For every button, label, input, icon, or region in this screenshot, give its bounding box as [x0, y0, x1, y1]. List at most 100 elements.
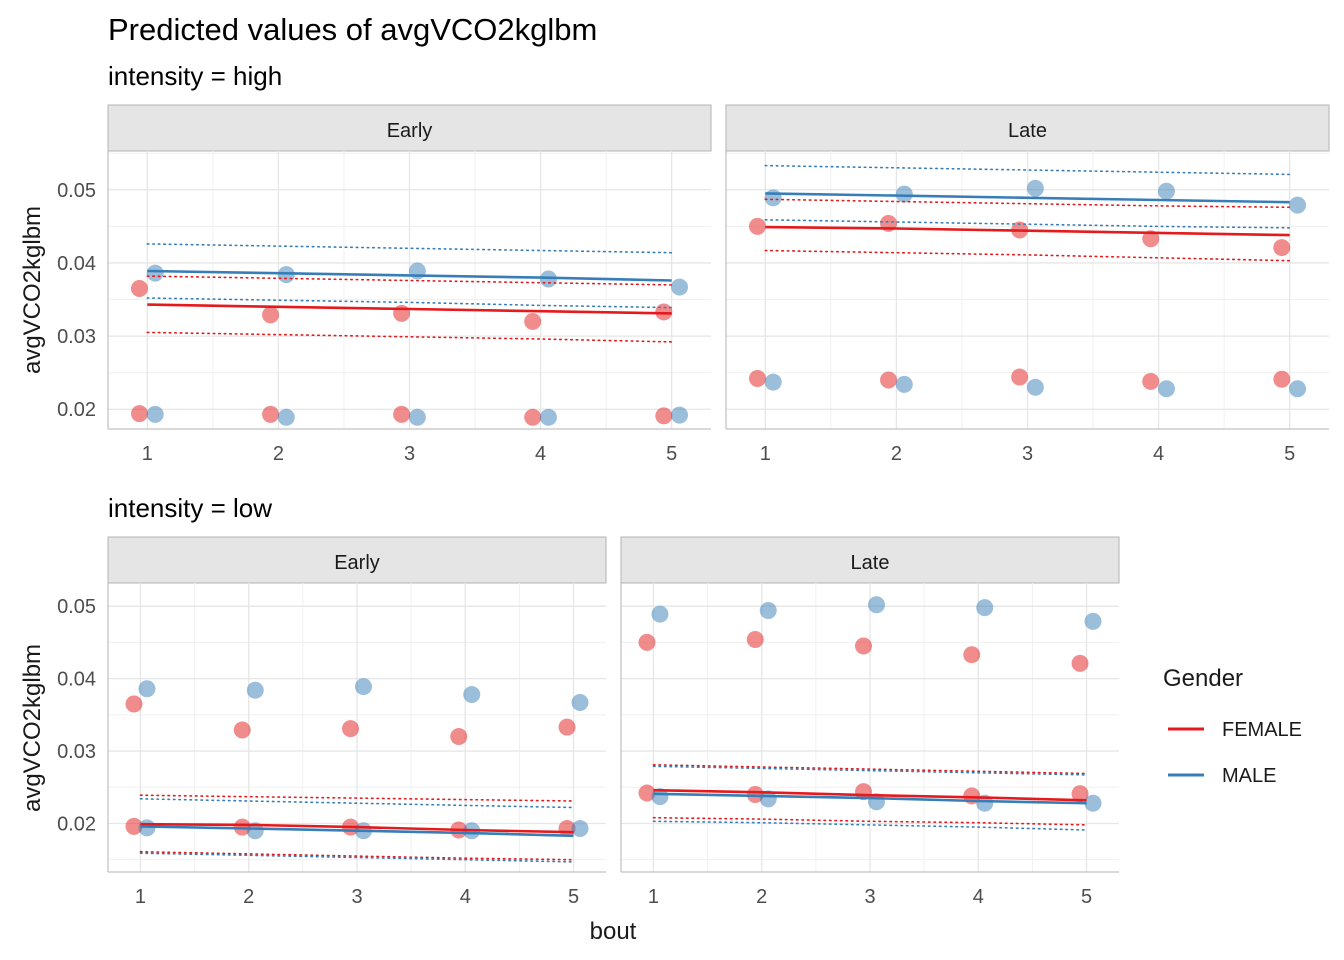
y-tick-label: 0.02: [57, 399, 96, 421]
y-tick-label: 0.02: [57, 813, 96, 835]
data-point-female: [1273, 370, 1291, 388]
x-tick-label: 4: [535, 443, 546, 465]
y-tick-label: 0.05: [57, 180, 96, 202]
row-label-low: intensity = low: [108, 493, 272, 523]
facet-strip: [107, 536, 607, 584]
fit-line-male: [147, 269, 672, 282]
row-label-high: intensity = high: [108, 61, 282, 91]
ci-lower-male: [764, 219, 1291, 229]
data-point-female: [393, 304, 411, 322]
facet-strip-label: Late: [851, 552, 890, 574]
x-tick-label: 5: [666, 443, 677, 465]
x-tick-label: 3: [351, 886, 362, 908]
chart-title: Predicted values of avgVCO2kglbm: [108, 12, 597, 47]
ci-upper-male: [139, 797, 575, 809]
data-point-female: [130, 405, 148, 423]
data-point-male: [671, 278, 689, 296]
data-point-male: [246, 681, 264, 699]
y-tick-label: 0.04: [57, 253, 96, 275]
data-point-female: [880, 371, 898, 389]
data-point-female: [558, 718, 576, 736]
x-tick-label: 4: [1153, 443, 1164, 465]
facet-strip-label: Early: [387, 120, 433, 142]
data-point-male: [1289, 196, 1307, 214]
ci-lower-female: [139, 850, 575, 861]
data-point-female: [130, 280, 148, 298]
x-tick-label: 2: [273, 443, 284, 465]
data-point-male: [571, 820, 589, 838]
facet-strip: [107, 104, 712, 152]
data-point-female: [262, 405, 280, 423]
x-tick-label: 1: [648, 886, 659, 908]
ci-upper-male: [652, 765, 1088, 776]
ci-upper-male: [146, 243, 673, 254]
data-point-male: [146, 405, 164, 423]
y-axis-title-low: avgVCO2kglbm: [19, 644, 46, 812]
y-tick-label: 0.04: [57, 669, 96, 691]
data-point-male: [146, 264, 164, 282]
data-point-male: [651, 788, 669, 806]
x-tick-label: 3: [864, 886, 875, 908]
data-point-female: [393, 405, 411, 423]
facet-strip-label: Early: [334, 552, 380, 574]
fit-line-female: [147, 303, 672, 315]
data-point-female: [524, 408, 542, 426]
data-point-male: [1084, 794, 1102, 812]
facet-strip-label: Late: [1008, 120, 1047, 142]
data-point-male: [539, 408, 557, 426]
data-point-male: [354, 678, 372, 696]
data-point-female: [342, 720, 360, 738]
y-axis-title-high: avgVCO2kglbm: [19, 206, 46, 374]
panel-high-early: Early 1 2 3 4 5 0.02 0.03 0.04 0.05: [57, 104, 712, 465]
fit-line-female: [140, 822, 574, 834]
data-point-male: [759, 602, 777, 620]
data-point-female: [855, 637, 873, 655]
data-point-female: [746, 630, 764, 648]
x-tick-label: 2: [243, 886, 254, 908]
data-point-male: [867, 596, 885, 614]
data-point-male: [138, 680, 156, 698]
data-point-male: [764, 373, 782, 391]
data-point-female: [524, 312, 542, 330]
legend-title: Gender: [1163, 665, 1243, 692]
x-tick-label: 5: [1284, 443, 1295, 465]
fit-line-female: [653, 788, 1087, 802]
ci-lower-male: [652, 820, 1088, 831]
x-axis-title: bout: [590, 918, 637, 945]
data-point-male: [1157, 380, 1175, 398]
facet-strip: [620, 536, 1120, 584]
data-point-female: [125, 817, 143, 835]
x-tick-label: 2: [756, 886, 767, 908]
data-point-female: [963, 646, 981, 664]
y-tick-label: 0.05: [57, 596, 96, 618]
data-point-female: [262, 306, 280, 324]
x-tick-label: 1: [135, 886, 146, 908]
data-point-female: [1071, 654, 1089, 672]
legend: Gender FEMALE MALE: [1163, 665, 1302, 787]
data-point-female: [748, 217, 766, 235]
data-point-female: [1071, 785, 1089, 803]
data-point-female: [450, 728, 468, 746]
panel-low-late: Late 1 2 3 4 5: [620, 536, 1120, 908]
data-point-male: [1157, 182, 1175, 200]
data-point-male: [408, 408, 426, 426]
data-point-female: [1273, 239, 1291, 257]
ci-lower-male: [146, 297, 673, 309]
data-point-male: [463, 686, 481, 704]
data-point-male: [651, 605, 669, 623]
panel-high-late: Late 1 2 3 4 5: [725, 104, 1330, 465]
fit-line-female: [765, 225, 1290, 237]
data-point-female: [125, 695, 143, 713]
ci-upper-female: [146, 275, 673, 286]
data-point-male: [1026, 378, 1044, 396]
data-point-male: [246, 822, 264, 840]
data-point-female: [638, 784, 656, 802]
data-point-male: [976, 599, 994, 617]
data-point-male: [895, 375, 913, 393]
data-point-male: [671, 406, 689, 424]
panel-low-early: Early 1 2 3 4 5 0.02 0.03 0.04 0.05: [57, 536, 607, 908]
data-point-female: [1142, 230, 1160, 248]
x-tick-label: 3: [1022, 443, 1033, 465]
x-tick-label: 4: [460, 886, 471, 908]
